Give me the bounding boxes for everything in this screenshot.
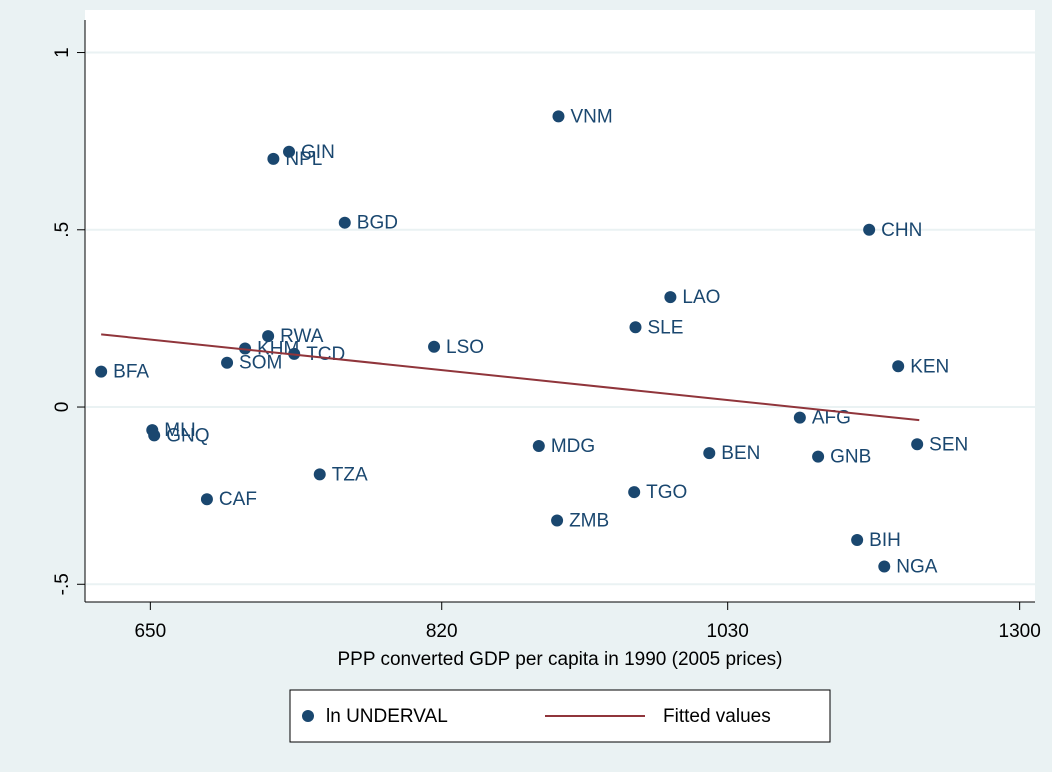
point-label: TGO <box>646 482 687 503</box>
point <box>911 438 924 451</box>
point <box>532 440 545 453</box>
point <box>551 514 564 527</box>
point-label: LAO <box>682 287 720 308</box>
point-label: TCD <box>306 344 345 365</box>
point-label: GIN <box>301 142 335 163</box>
legend-label: Fitted values <box>663 706 771 727</box>
y-tick-label: 1 <box>52 47 73 58</box>
point-label: GNB <box>830 447 871 468</box>
fit-line <box>101 333 920 422</box>
point <box>863 223 876 236</box>
point-label: BIH <box>869 530 901 551</box>
point-label: RWA <box>280 326 324 347</box>
point-label: TZA <box>332 464 368 485</box>
point <box>283 145 296 158</box>
point-label: KEN <box>910 356 949 377</box>
point-label: SEN <box>929 434 968 455</box>
point-label: MDG <box>551 436 595 457</box>
point-label: MLI <box>164 420 196 441</box>
x-tick-label: 820 <box>426 621 458 642</box>
point-label: NPL <box>285 149 322 170</box>
point-label: SLE <box>647 317 683 338</box>
point-label: NGA <box>896 557 938 578</box>
x-tick-label: 1300 <box>999 621 1041 642</box>
point <box>812 450 825 463</box>
y-tick-label: 0 <box>52 402 73 413</box>
point <box>267 152 280 165</box>
point-label: BEN <box>721 443 760 464</box>
legend-label: ln UNDERVAL <box>326 706 448 727</box>
point <box>95 365 108 378</box>
point <box>628 486 641 499</box>
point <box>552 110 565 123</box>
point <box>148 429 161 442</box>
point-label: BFA <box>113 362 149 383</box>
point <box>629 321 642 334</box>
point <box>262 330 275 343</box>
point <box>313 468 326 481</box>
point <box>200 493 213 506</box>
legend-marker <box>302 710 314 722</box>
y-tick-label: -.5 <box>52 573 73 595</box>
point <box>703 447 716 460</box>
point-label: GNQ <box>166 425 209 446</box>
plot-area <box>85 10 1035 602</box>
point-label: SOM <box>239 353 282 374</box>
point-label: ZMB <box>569 510 609 531</box>
point <box>428 340 441 353</box>
point <box>851 533 864 546</box>
x-axis-title: PPP converted GDP per capita in 1990 (20… <box>338 649 783 670</box>
point <box>793 411 806 424</box>
point-label: CAF <box>219 489 257 510</box>
y-tick-label: .5 <box>52 222 73 238</box>
point <box>664 291 677 304</box>
point-label: CHN <box>881 220 922 241</box>
x-tick-label: 650 <box>134 621 166 642</box>
point <box>338 216 351 229</box>
point <box>221 356 234 369</box>
point-label: BGD <box>357 213 398 234</box>
point-label: LSO <box>446 337 484 358</box>
point <box>878 560 891 573</box>
x-tick-label: 1030 <box>707 621 749 642</box>
point-label: VNM <box>570 106 612 127</box>
point <box>892 360 905 373</box>
